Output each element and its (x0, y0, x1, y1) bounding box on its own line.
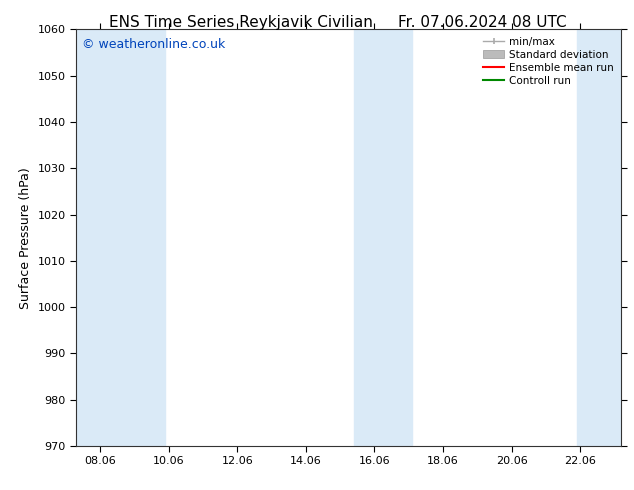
Bar (76, 29, 165, 446)
Text: © weatheronline.co.uk: © weatheronline.co.uk (82, 38, 225, 51)
Bar (577, 29, 621, 446)
Y-axis label: Surface Pressure (hPa): Surface Pressure (hPa) (19, 167, 32, 309)
Legend: min/max, Standard deviation, Ensemble mean run, Controll run: min/max, Standard deviation, Ensemble me… (479, 32, 618, 90)
Bar (354, 29, 412, 446)
Text: Fr. 07.06.2024 08 UTC: Fr. 07.06.2024 08 UTC (398, 15, 566, 30)
Text: ENS Time Series Reykjavik Civilian: ENS Time Series Reykjavik Civilian (109, 15, 373, 30)
